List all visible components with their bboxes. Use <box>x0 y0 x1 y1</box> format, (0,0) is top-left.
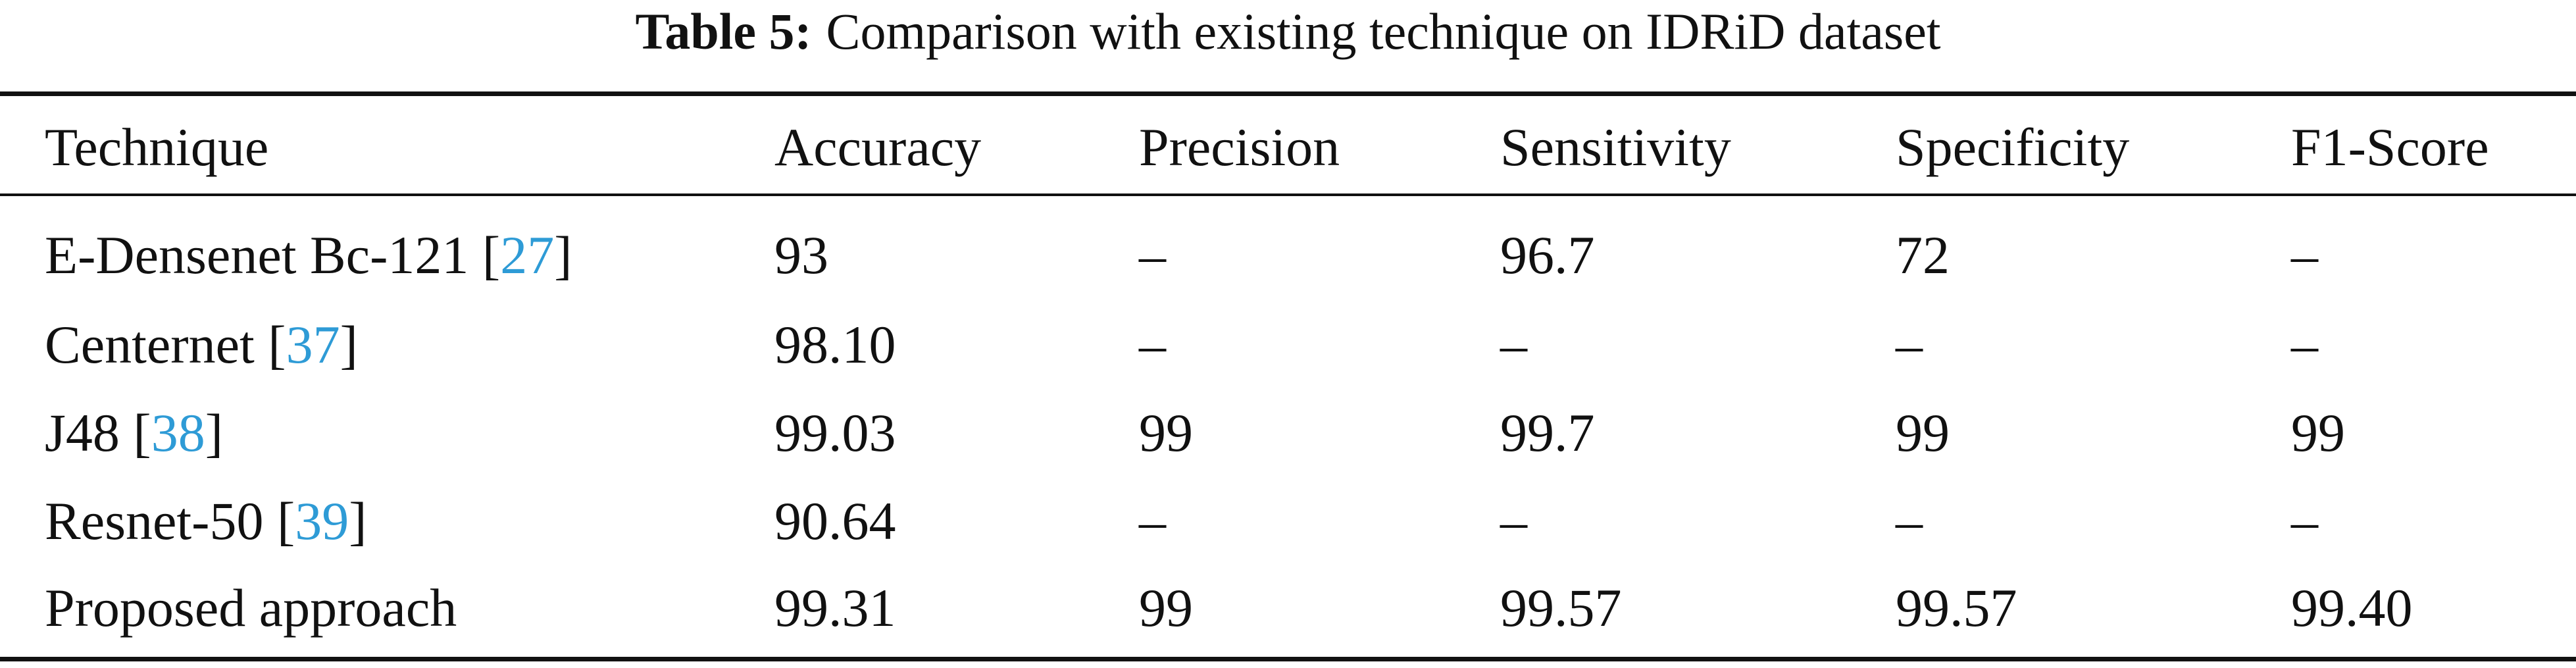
citation: 38 <box>151 403 205 463</box>
value-cell: 99.7 <box>1500 403 1595 463</box>
value-cell: – <box>2291 225 2318 285</box>
value-cell: 99.40 <box>2291 578 2413 638</box>
technique-name: Centernet [ <box>45 315 286 374</box>
value-cell: 99.31 <box>774 578 896 638</box>
value-cell: – <box>2291 491 2318 551</box>
caption-text: Comparison with existing technique on ID… <box>826 3 1941 60</box>
value-cell: – <box>1139 225 1166 285</box>
value-cell: – <box>1500 491 1527 551</box>
technique-name: Proposed approach <box>45 578 457 638</box>
value-cell: 98.10 <box>774 315 896 374</box>
caption: Table 5: Comparison with existing techniq… <box>0 5 2576 58</box>
value-cell: 99.03 <box>774 403 896 463</box>
header-cell: Specificity <box>1896 117 2130 177</box>
value-cell: 96.7 <box>1500 225 1595 285</box>
header-cell: F1-Score <box>2291 117 2489 177</box>
value-cell: – <box>1139 315 1166 374</box>
technique-name: ] <box>554 225 572 285</box>
technique-name: J48 [ <box>45 403 151 463</box>
value-cell: 99.57 <box>1896 578 2017 638</box>
value-cell: – <box>2291 315 2318 374</box>
citation: 27 <box>500 225 555 285</box>
value-cell: – <box>1896 315 1923 374</box>
technique-cell: Centernet [37] <box>45 315 358 374</box>
value-cell: 99 <box>1139 578 1193 638</box>
citation: 37 <box>286 315 340 374</box>
bottom-rule <box>0 657 2576 661</box>
header-cell: Precision <box>1139 117 1340 177</box>
caption-label: Table 5: <box>635 3 812 60</box>
value-cell: 99 <box>1139 403 1193 463</box>
value-cell: – <box>1139 491 1166 551</box>
header-cell: Technique <box>45 117 269 177</box>
value-cell: – <box>1896 491 1923 551</box>
technique-name: ] <box>349 491 367 551</box>
value-cell: 99 <box>1896 403 1950 463</box>
value-cell: – <box>1500 315 1527 374</box>
header-cell: Sensitivity <box>1500 117 1731 177</box>
value-cell: 93 <box>774 225 828 285</box>
technique-cell: Proposed approach <box>45 578 457 638</box>
technique-cell: E-Densenet Bc-121 [27] <box>45 226 572 285</box>
technique-cell: Resnet-50 [39] <box>45 492 367 551</box>
header-cell: Accuracy <box>774 117 982 177</box>
header-rule <box>0 193 2576 196</box>
technique-name: Resnet-50 [ <box>45 491 295 551</box>
technique-name: ] <box>340 315 358 374</box>
value-cell: 99 <box>2291 403 2345 463</box>
value-cell: 99.57 <box>1500 578 1622 638</box>
citation: 39 <box>295 491 349 551</box>
technique-cell: J48 [38] <box>45 403 223 463</box>
value-cell: 72 <box>1896 225 1950 285</box>
value-cell: 90.64 <box>774 491 896 551</box>
technique-name: ] <box>205 403 224 463</box>
technique-name: E-Densenet Bc-121 [ <box>45 225 501 285</box>
top-rule <box>0 91 2576 96</box>
